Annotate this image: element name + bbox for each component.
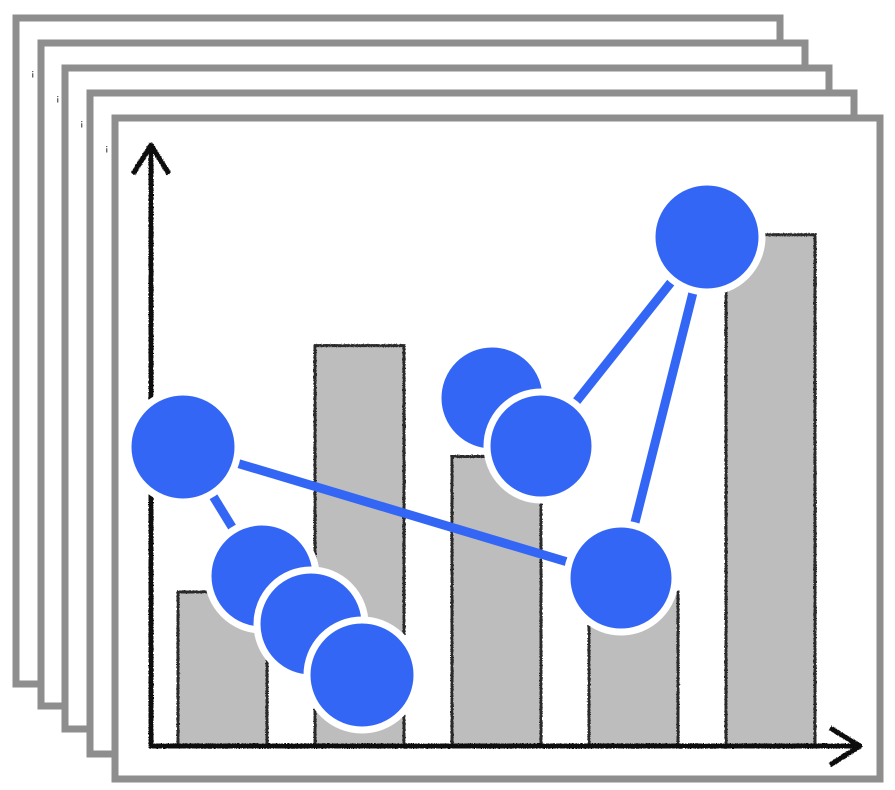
graph-node	[563, 520, 679, 636]
graph-edge	[178, 442, 626, 583]
frame-speck: ¡	[80, 119, 84, 129]
bar-3	[450, 455, 543, 748]
graph-edge	[616, 232, 712, 583]
graph-node	[648, 178, 766, 296]
frame-speck: ¡	[105, 144, 109, 154]
graph-node	[303, 616, 421, 734]
graph-nodes	[124, 178, 766, 734]
frame-speck: ¡	[31, 69, 35, 79]
graph-node	[124, 388, 242, 506]
bar-5	[724, 233, 817, 748]
y-axis-arrowhead	[130, 142, 172, 176]
node-graph	[124, 178, 766, 734]
graph-node	[483, 388, 599, 504]
frame-speck: ¡	[56, 94, 60, 104]
x-axis-arrowhead	[828, 725, 863, 768]
